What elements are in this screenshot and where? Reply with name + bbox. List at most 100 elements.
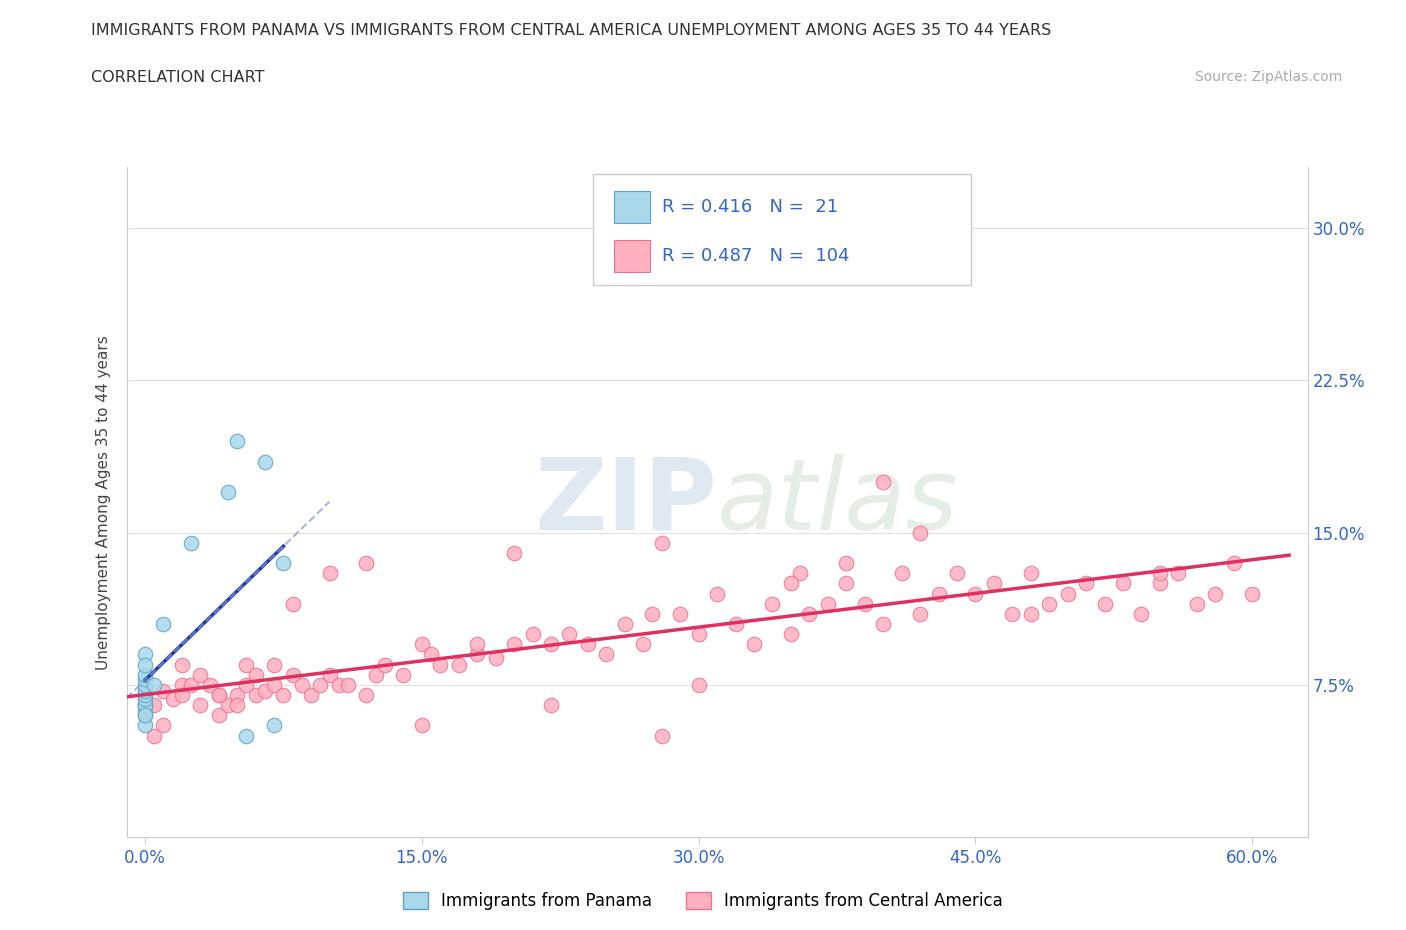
Point xyxy=(1001,606,1024,621)
Point xyxy=(299,687,322,702)
Point xyxy=(503,546,526,561)
Point xyxy=(1038,596,1060,611)
Point xyxy=(336,677,359,692)
Point xyxy=(420,647,443,662)
Point xyxy=(595,647,617,662)
Point xyxy=(613,617,636,631)
Point xyxy=(134,684,156,698)
Point xyxy=(263,718,285,733)
Point xyxy=(965,586,987,601)
Point xyxy=(235,677,257,692)
Point xyxy=(134,677,156,692)
Point xyxy=(245,667,267,682)
Point xyxy=(198,677,221,692)
Point xyxy=(226,698,249,712)
Point xyxy=(641,606,664,621)
Point xyxy=(779,576,801,591)
Text: Source: ZipAtlas.com: Source: ZipAtlas.com xyxy=(1195,70,1343,84)
Point xyxy=(226,687,249,702)
Point xyxy=(143,728,166,743)
Point xyxy=(835,576,858,591)
Point xyxy=(281,596,304,611)
Point xyxy=(908,606,931,621)
Point xyxy=(170,677,193,692)
Point xyxy=(235,658,257,672)
Point xyxy=(799,606,821,621)
Point xyxy=(651,728,673,743)
Point xyxy=(328,677,350,692)
Point xyxy=(669,606,692,621)
Point xyxy=(908,525,931,540)
Point xyxy=(742,637,765,652)
Point xyxy=(364,667,387,682)
Point xyxy=(188,698,211,712)
Point xyxy=(143,677,166,692)
Point xyxy=(134,698,156,712)
Point xyxy=(890,565,912,580)
Text: atlas: atlas xyxy=(717,454,959,551)
Point xyxy=(291,677,314,692)
Point xyxy=(688,627,710,642)
Text: R = 0.416   N =  21: R = 0.416 N = 21 xyxy=(662,198,838,216)
Point xyxy=(134,687,156,702)
Point xyxy=(411,637,433,652)
Point xyxy=(1167,565,1189,580)
Point xyxy=(779,627,801,642)
Point xyxy=(309,677,332,692)
Point xyxy=(1241,586,1264,601)
Point xyxy=(1149,576,1171,591)
Point xyxy=(872,474,894,489)
Text: IMMIGRANTS FROM PANAMA VS IMMIGRANTS FROM CENTRAL AMERICA UNEMPLOYMENT AMONG AGE: IMMIGRANTS FROM PANAMA VS IMMIGRANTS FRO… xyxy=(91,23,1052,38)
Point xyxy=(217,485,239,499)
Point xyxy=(208,687,231,702)
Point xyxy=(789,565,811,580)
Point xyxy=(217,698,239,712)
Point xyxy=(392,667,415,682)
Point xyxy=(1185,596,1208,611)
Point xyxy=(208,708,231,723)
Point xyxy=(1076,576,1098,591)
Point xyxy=(356,687,378,702)
Point xyxy=(152,684,174,698)
Point xyxy=(558,627,581,642)
Point xyxy=(983,576,1005,591)
Legend: Immigrants from Panama, Immigrants from Central America: Immigrants from Panama, Immigrants from … xyxy=(396,885,1010,917)
Point xyxy=(273,687,295,702)
Point xyxy=(134,704,156,719)
Point xyxy=(263,677,285,692)
Point xyxy=(503,637,526,652)
Text: ZIP: ZIP xyxy=(534,454,717,551)
Point xyxy=(688,677,710,692)
Point xyxy=(576,637,599,652)
Point xyxy=(281,667,304,682)
Point xyxy=(1130,606,1153,621)
Point xyxy=(1149,565,1171,580)
Point xyxy=(134,708,156,723)
Point xyxy=(134,708,156,723)
Point xyxy=(1056,586,1078,601)
Point xyxy=(134,718,156,733)
Point xyxy=(946,565,969,580)
Point xyxy=(245,687,267,702)
Point xyxy=(162,692,184,707)
Point xyxy=(374,658,396,672)
Point xyxy=(1112,576,1135,591)
Text: R = 0.487   N =  104: R = 0.487 N = 104 xyxy=(662,246,849,265)
Point xyxy=(872,617,894,631)
Point xyxy=(540,698,562,712)
Bar xyxy=(614,191,650,223)
Point xyxy=(170,658,193,672)
Point xyxy=(484,651,506,666)
Point xyxy=(188,667,211,682)
Y-axis label: Unemployment Among Ages 35 to 44 years: Unemployment Among Ages 35 to 44 years xyxy=(96,335,111,670)
Point xyxy=(134,687,156,702)
Point xyxy=(253,684,276,698)
Point xyxy=(170,687,193,702)
Point xyxy=(143,698,166,712)
Point xyxy=(134,671,156,686)
Point xyxy=(522,627,544,642)
Point xyxy=(134,698,156,712)
Point xyxy=(1222,555,1246,570)
Bar xyxy=(614,240,650,272)
Point xyxy=(134,667,156,682)
